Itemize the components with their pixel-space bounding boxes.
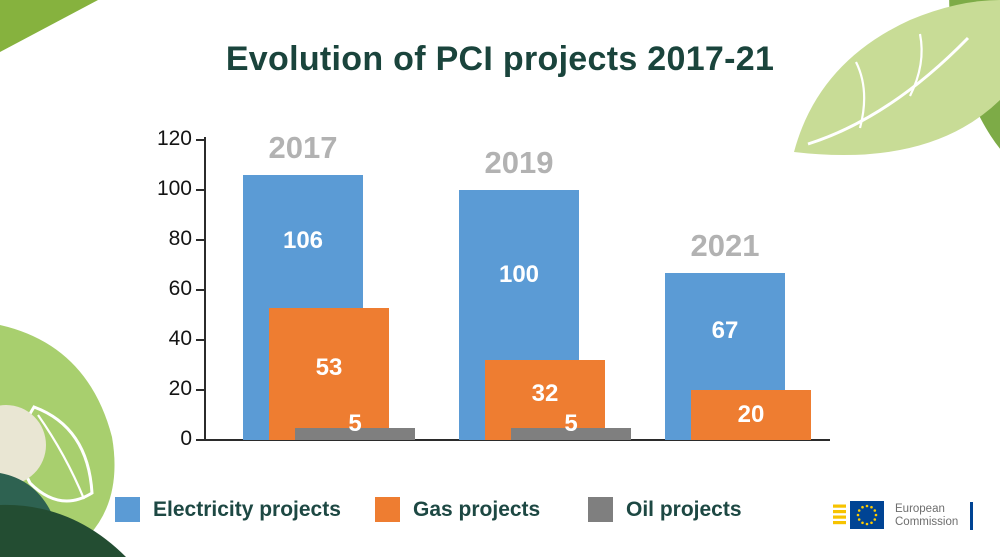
y-axis-tick-mark bbox=[196, 339, 204, 341]
bar-value-label: 20 bbox=[737, 401, 765, 428]
bar-value-label: 67 bbox=[711, 317, 739, 345]
y-axis-tick-label: 60 bbox=[168, 277, 192, 300]
legend-label: Oil projects bbox=[626, 497, 742, 521]
year-label-2019: 2019 bbox=[484, 145, 554, 180]
y-axis-tick-mark bbox=[196, 289, 204, 291]
y-axis-tick-mark bbox=[196, 189, 204, 191]
legend-item-gas-projects: Gas projects bbox=[375, 497, 540, 522]
y-axis-tick-label: 0 bbox=[180, 427, 192, 450]
legend-label: Gas projects bbox=[413, 497, 541, 521]
bar-value-label: 32 bbox=[531, 379, 559, 407]
gas-projects-bar-2017 bbox=[269, 307, 389, 440]
ec-logo-line1: European bbox=[895, 503, 945, 515]
gas-projects-bar-2019 bbox=[485, 360, 605, 440]
y-axis-tick-mark bbox=[196, 239, 204, 241]
gas-projects-bar-2021 bbox=[691, 390, 811, 440]
eu-flag-icon bbox=[833, 501, 884, 529]
bar-value-label: 100 bbox=[498, 261, 540, 288]
y-axis-tick-mark bbox=[196, 439, 204, 441]
oil-projects-bar-2017 bbox=[295, 427, 415, 440]
year-label-2021: 2021 bbox=[690, 227, 760, 263]
electricity-projects-legend-swatch bbox=[115, 497, 140, 522]
chart-title: Evolution of PCI projects 2017-21 bbox=[225, 40, 775, 78]
y-axis-tick-label: 100 bbox=[156, 177, 192, 200]
gas-projects-legend-swatch bbox=[375, 497, 400, 522]
y-axis-tick-mark bbox=[196, 139, 204, 141]
ec-logo-divider-bar bbox=[970, 502, 974, 530]
bar-value-label: 53 bbox=[315, 353, 343, 381]
oil-projects-bar-2019 bbox=[511, 427, 631, 440]
y-axis-tick-label: 40 bbox=[168, 327, 192, 350]
x-axis-line bbox=[204, 439, 830, 441]
oil-projects-legend-swatch bbox=[588, 497, 613, 522]
ec-logo-line2: Commission bbox=[895, 516, 959, 528]
ec-logo-text: European Commission bbox=[895, 503, 958, 529]
legend-item-oil-projects: Oil projects bbox=[588, 497, 742, 522]
bar-value-label: 5 bbox=[564, 410, 578, 437]
y-axis-tick-label: 80 bbox=[168, 227, 192, 250]
bar-value-label: 106 bbox=[282, 227, 324, 255]
legend-item-electricity-projects: Electricity projects bbox=[115, 497, 341, 522]
bar-value-label: 5 bbox=[348, 410, 362, 437]
corner-leaf-decoration-top-left bbox=[0, 0, 98, 52]
y-axis-tick-label: 20 bbox=[168, 377, 192, 400]
y-axis-tick-mark bbox=[196, 389, 204, 391]
european-commission-logo: European Commission bbox=[833, 498, 974, 534]
legend-label: Electricity projects bbox=[153, 497, 341, 521]
y-axis-line bbox=[204, 137, 206, 441]
y-axis-tick-label: 120 bbox=[156, 127, 192, 150]
year-label-2017: 2017 bbox=[268, 130, 338, 165]
